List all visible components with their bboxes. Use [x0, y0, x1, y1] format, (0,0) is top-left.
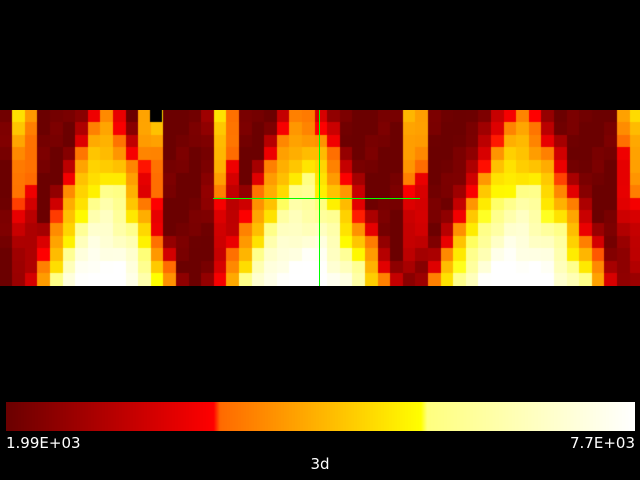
colorbar-max-label: 7.7E+03 — [570, 434, 635, 452]
colorbar-min-label: 1.99E+03 — [6, 434, 81, 452]
heatmap-slice[interactable] — [0, 110, 640, 286]
colorbar — [6, 402, 635, 431]
view-label: 3d — [310, 455, 330, 473]
